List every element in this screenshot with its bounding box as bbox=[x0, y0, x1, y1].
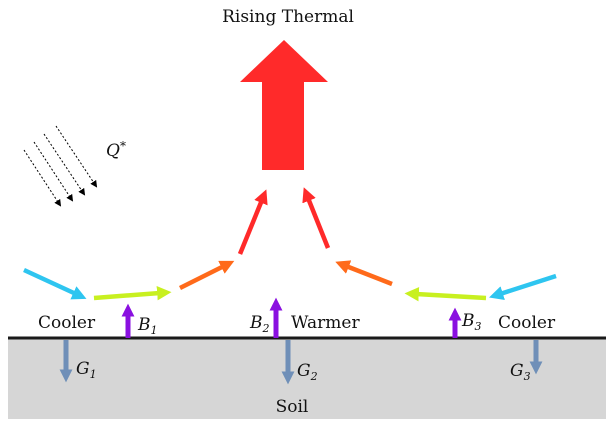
radiation-ray-3 bbox=[43, 133, 86, 196]
soil-label: Soil bbox=[276, 397, 309, 417]
surface-label-right: Cooler bbox=[498, 313, 556, 333]
soil-region bbox=[8, 338, 606, 419]
surface-flow-arrow-left bbox=[93, 286, 172, 301]
ground-flux-label-3: G3 bbox=[510, 361, 531, 383]
ground-flux-label-2: G2 bbox=[297, 361, 318, 383]
radiation-arrows bbox=[23, 125, 98, 207]
radiation-ray-2 bbox=[33, 141, 74, 202]
ground-flux-label-1: G1 bbox=[76, 359, 97, 381]
buoyancy-label-2: B2 bbox=[249, 313, 270, 335]
rising-thermal-arrow bbox=[240, 40, 328, 170]
updraft-arrow-right bbox=[302, 187, 331, 249]
surface-flow-arrow-right bbox=[404, 286, 487, 302]
surface-label-left: Cooler bbox=[38, 313, 96, 333]
cool-inflow-arrow-left bbox=[23, 267, 87, 300]
converging-flow-arrow-left bbox=[178, 260, 235, 291]
surface-label-center: Warmer bbox=[291, 313, 360, 333]
buoyancy-label-3: B3 bbox=[461, 311, 482, 333]
updraft-arrow-left bbox=[237, 189, 268, 255]
radiation-ray-1 bbox=[23, 149, 62, 207]
radiation-label: Q* bbox=[106, 139, 126, 161]
rising-thermal-title: Rising Thermal bbox=[222, 7, 354, 27]
buoyancy-label-1: B1 bbox=[137, 315, 158, 337]
cool-inflow-arrow-right bbox=[489, 273, 557, 300]
radiation-ray-4 bbox=[55, 125, 98, 188]
converging-flow-arrow-right bbox=[335, 260, 393, 287]
